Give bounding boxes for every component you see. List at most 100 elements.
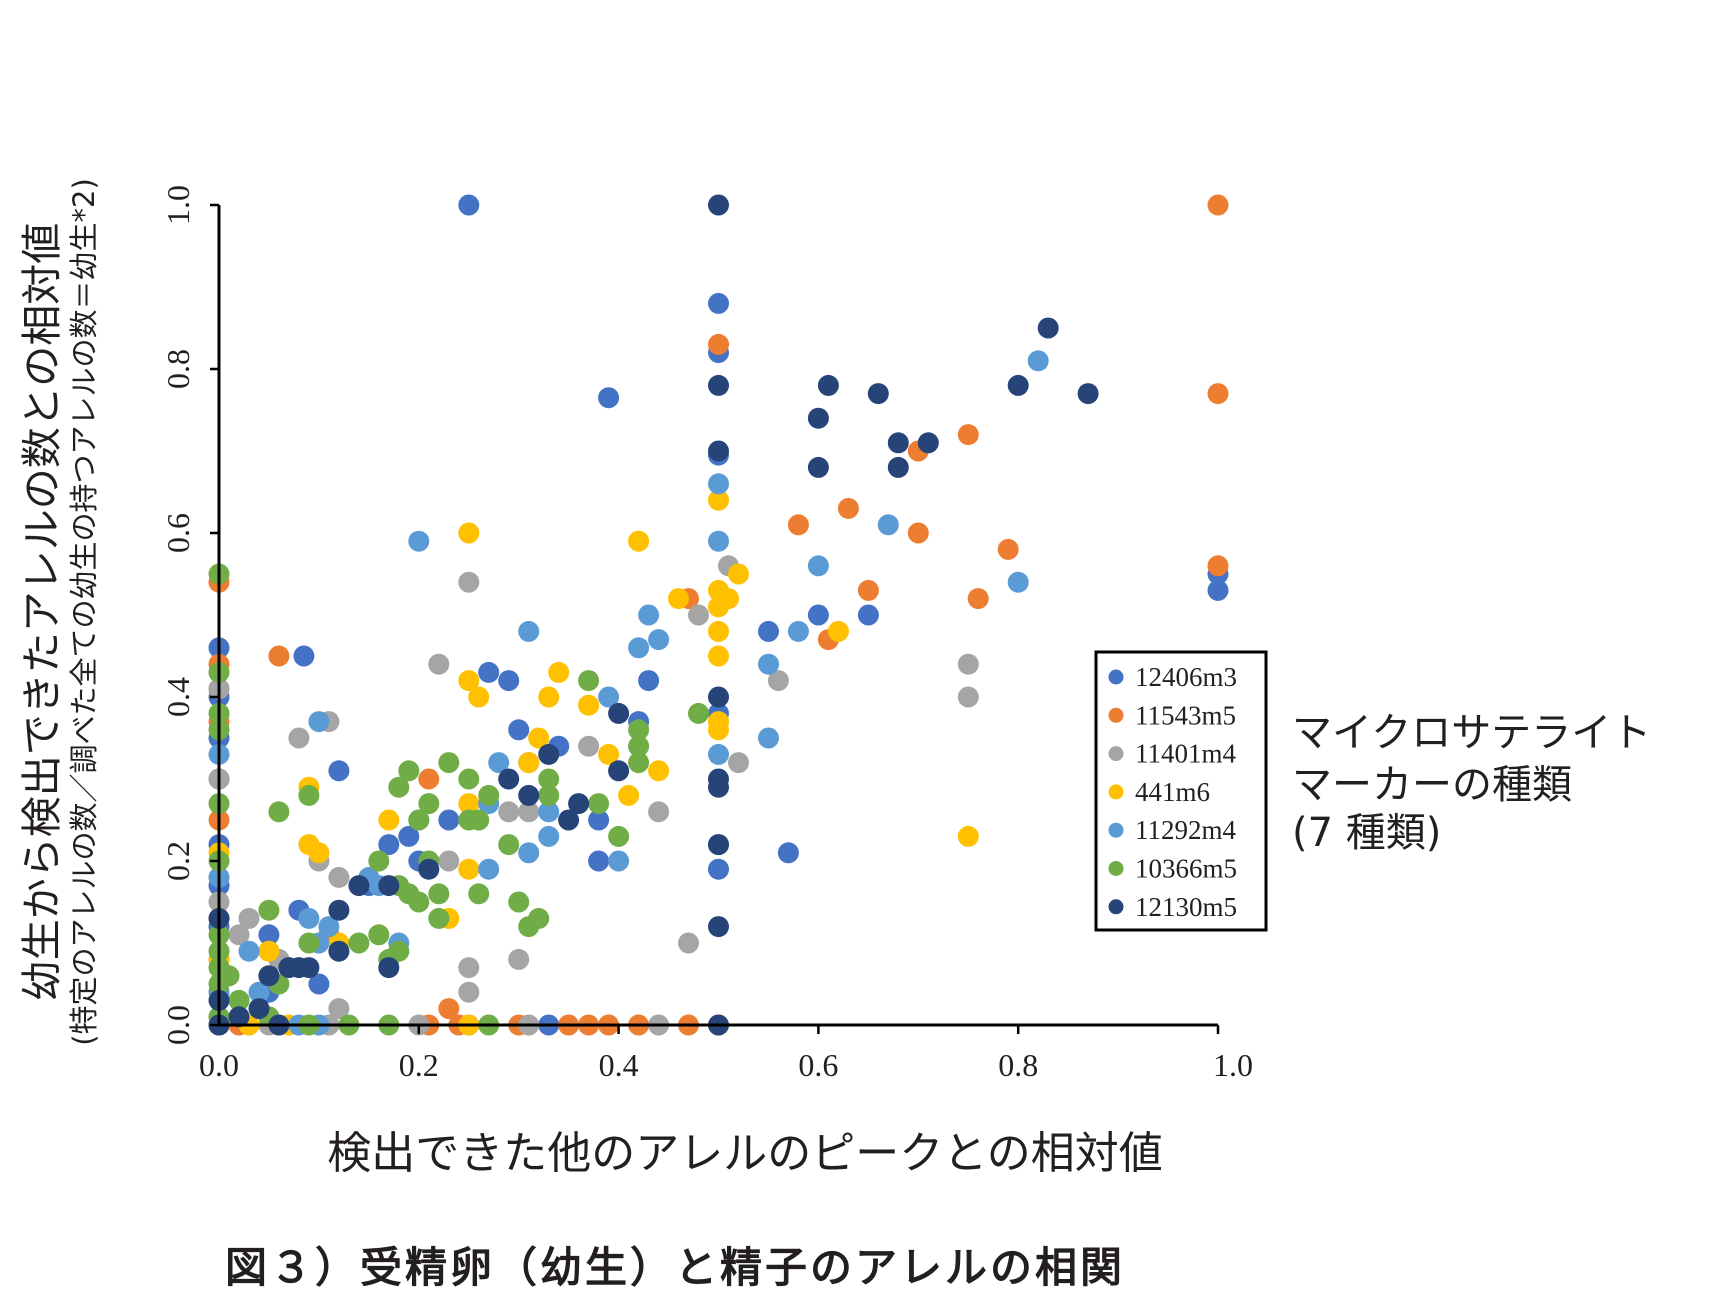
data-point-441m6-13 <box>548 661 570 683</box>
data-point-12130m5-21 <box>558 809 580 831</box>
data-point-12130m5-13 <box>708 686 729 708</box>
x-tick-label: 0.8 <box>998 1047 1038 1083</box>
y-tick-label: 0.8 <box>160 349 196 389</box>
data-point-441m6-2 <box>708 489 729 511</box>
legend: 12406m3 11543m5 11401m4 441m6 11292m4 10366m5… <box>1094 650 1268 932</box>
data-points <box>208 194 1229 1036</box>
data-point-441m6-21 <box>648 760 670 782</box>
data-point-12130m5-0 <box>708 194 729 216</box>
legend-marker-12130m5 <box>1108 899 1124 915</box>
data-point-12130m5-34 <box>228 1006 250 1028</box>
data-point-10366m5-30 <box>428 883 450 905</box>
data-point-11401m4-12 <box>288 727 310 749</box>
data-point-11401m4-19 <box>438 850 460 872</box>
data-point-11401m4-11 <box>428 653 450 675</box>
data-point-11401m4-15 <box>328 866 350 888</box>
x-axis-title: 検出できた他のアレルのピークとの相対値 <box>327 1128 1163 1179</box>
data-point-11292m4-7 <box>758 653 779 675</box>
data-point-441m6-39 <box>518 752 540 774</box>
data-point-11292m4-29 <box>238 940 260 962</box>
data-point-11401m4-5 <box>957 686 979 708</box>
data-point-12130m5-27 <box>328 899 350 921</box>
data-point-12130m5-39 <box>378 957 400 979</box>
data-point-11543m5-6 <box>787 514 809 536</box>
data-point-441m6-12 <box>668 588 689 610</box>
data-point-11292m4-5 <box>1007 571 1029 593</box>
data-point-10366m5-56 <box>418 793 440 815</box>
data-point-10366m5-11 <box>688 702 709 724</box>
data-point-12406m3-29 <box>588 850 610 872</box>
data-point-11292m4-35 <box>248 981 270 1003</box>
y-axis-subtitle: (特定のアレルの数／調べた全ての幼生の持つアレルの数＝幼生*2) <box>67 178 101 1046</box>
legend-label-441m6: 441m6 <box>1135 777 1210 807</box>
data-point-11401m4-7 <box>648 801 670 823</box>
data-point-12406m3-17 <box>328 760 350 782</box>
data-point-441m6-40 <box>458 793 480 815</box>
data-point-11543m5-20 <box>268 645 290 667</box>
data-point-11543m5-0 <box>1207 194 1229 216</box>
data-point-11401m4-2 <box>688 604 709 626</box>
legend-title-line-1: マイクロサテライト <box>1292 710 1651 756</box>
data-point-11543m5-8 <box>997 538 1019 560</box>
legend-label-11543m5: 11543m5 <box>1135 700 1236 730</box>
data-point-12406m3-1 <box>598 387 620 409</box>
legend-marker-11401m4 <box>1108 746 1124 762</box>
data-point-12406m3-21 <box>398 825 420 847</box>
data-point-12406m3-44 <box>378 834 400 856</box>
data-point-11292m4-11 <box>628 637 650 659</box>
data-point-10366m5-42 <box>268 801 290 823</box>
data-point-11292m4-19 <box>518 842 540 864</box>
data-point-11292m4-3 <box>1027 350 1049 372</box>
data-point-12130m5-17 <box>708 916 729 938</box>
data-point-441m6-18 <box>468 686 490 708</box>
data-point-11401m4-10 <box>518 801 540 823</box>
data-point-11292m4-15 <box>608 850 630 872</box>
data-point-11292m4-0 <box>408 530 430 552</box>
data-point-11543m5-21 <box>418 768 440 790</box>
x-tick-label: 0.0 <box>199 1047 239 1083</box>
data-point-441m6-30 <box>258 940 280 962</box>
data-point-11401m4-22 <box>508 948 530 970</box>
data-point-11292m4-10 <box>708 743 729 765</box>
data-point-10366m5-22 <box>438 752 460 774</box>
data-point-12130m5-3 <box>1077 383 1099 405</box>
data-point-10366m5-12 <box>578 670 600 692</box>
data-point-12406m3-25 <box>498 670 520 692</box>
data-point-12130m5-20 <box>538 743 560 765</box>
data-point-12406m3-26 <box>508 719 530 741</box>
data-point-12406m3-30 <box>588 809 610 831</box>
series-12130m5 <box>208 194 1099 1036</box>
y-tick-label: 1.0 <box>160 185 196 225</box>
data-point-12130m5-25 <box>418 858 440 880</box>
data-point-11292m4-6 <box>807 555 829 577</box>
data-point-441m6-5 <box>708 620 729 642</box>
data-point-11401m4-8 <box>578 735 600 757</box>
data-point-10366m5-18 <box>498 834 520 856</box>
data-point-12130m5-18 <box>608 760 630 782</box>
data-point-12130m5-12 <box>917 432 939 454</box>
x-tick-label: 0.6 <box>798 1047 838 1083</box>
data-point-12130m5-11 <box>887 456 909 478</box>
legend-box <box>1094 650 1268 932</box>
data-point-10366m5-31 <box>408 891 430 913</box>
data-point-11543m5-11 <box>967 588 989 610</box>
data-point-441m6-14 <box>538 686 560 708</box>
data-point-12130m5-24 <box>518 784 540 806</box>
legend-marker-441m6 <box>1108 784 1124 800</box>
data-point-11292m4-39 <box>538 801 560 823</box>
data-point-10366m5-13 <box>628 752 650 774</box>
data-point-10366m5-14 <box>588 793 610 815</box>
data-point-12130m5-22 <box>568 793 590 815</box>
data-point-11401m4-23 <box>678 932 699 954</box>
data-point-11292m4-2 <box>708 530 729 552</box>
data-point-12130m5-33 <box>248 998 270 1020</box>
data-point-11292m4-25 <box>308 711 330 733</box>
figure-caption: 図３）受精卵（幼生）と精子のアレルの相関 <box>225 1243 1125 1292</box>
data-point-11543m5-35 <box>438 998 460 1020</box>
data-point-12406m3-18 <box>258 924 280 946</box>
data-point-10366m5-19 <box>458 768 480 790</box>
data-point-11401m4-20 <box>458 957 480 979</box>
data-point-12406m3-35 <box>708 858 729 880</box>
data-point-10366m5-23 <box>398 760 420 782</box>
